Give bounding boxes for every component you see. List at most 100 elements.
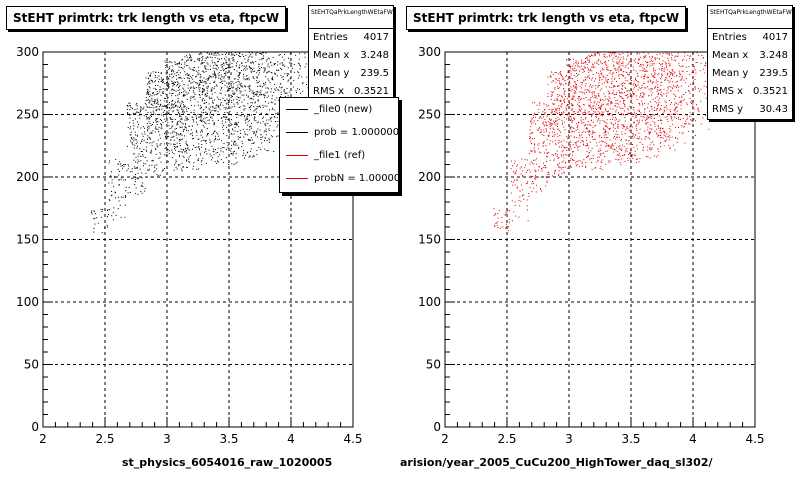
data-point <box>648 132 650 134</box>
data-point <box>585 162 587 163</box>
data-point <box>554 122 555 124</box>
data-point <box>559 146 560 148</box>
data-point <box>618 146 620 148</box>
data-point <box>650 80 652 82</box>
data-point <box>219 154 221 156</box>
data-point <box>701 55 703 56</box>
data-point <box>650 118 652 119</box>
data-point <box>661 73 663 75</box>
data-point <box>683 126 685 128</box>
data-point <box>210 141 212 143</box>
data-point <box>266 140 268 141</box>
data-point <box>194 87 196 89</box>
data-point <box>182 149 184 150</box>
data-point <box>175 159 177 161</box>
data-point <box>241 85 243 87</box>
data-point <box>244 58 246 60</box>
data-point <box>560 74 562 76</box>
data-point <box>106 225 108 226</box>
data-point <box>550 76 551 78</box>
data-point <box>257 90 258 92</box>
data-point <box>149 75 151 77</box>
data-point <box>205 93 207 95</box>
data-point <box>246 75 248 77</box>
data-point <box>533 182 534 184</box>
data-point <box>287 95 289 97</box>
data-point <box>573 128 575 129</box>
data-point <box>606 74 608 76</box>
data-point <box>623 82 625 84</box>
data-point <box>110 175 112 177</box>
data-point <box>205 82 207 84</box>
data-point <box>156 124 158 125</box>
data-point <box>231 90 233 92</box>
data-point <box>114 177 116 179</box>
data-point <box>600 73 602 75</box>
data-point <box>179 138 180 140</box>
data-point <box>509 218 511 220</box>
data-point <box>264 130 266 132</box>
data-point <box>202 62 204 64</box>
data-point <box>179 105 181 107</box>
data-point <box>161 77 162 79</box>
data-point <box>574 118 576 120</box>
data-point <box>558 157 560 159</box>
data-point <box>240 115 242 117</box>
data-point <box>245 54 247 56</box>
data-point <box>680 125 682 127</box>
data-point <box>201 159 203 161</box>
data-point <box>605 151 607 152</box>
data-point <box>289 53 291 55</box>
data-point <box>636 123 638 125</box>
data-point <box>531 191 533 193</box>
data-point <box>600 154 602 156</box>
data-point <box>540 152 542 154</box>
data-point <box>210 116 212 118</box>
data-point <box>577 147 579 149</box>
data-point <box>705 115 707 117</box>
data-point <box>550 120 552 121</box>
data-point <box>650 124 652 126</box>
data-point <box>607 100 609 102</box>
data-point <box>611 78 613 80</box>
data-point <box>615 102 617 104</box>
data-point <box>627 157 629 159</box>
data-point <box>650 149 652 151</box>
data-point <box>129 114 131 116</box>
data-point <box>639 111 640 112</box>
data-point <box>189 57 191 59</box>
data-point <box>599 79 601 81</box>
data-point <box>526 159 528 161</box>
data-point <box>545 145 547 146</box>
data-point <box>136 178 138 180</box>
data-point <box>635 58 637 60</box>
data-point <box>622 82 623 84</box>
data-point <box>240 132 241 134</box>
data-point <box>621 97 623 99</box>
data-point <box>279 63 281 65</box>
data-point <box>571 122 573 124</box>
data-point <box>180 78 182 79</box>
data-point <box>647 61 649 63</box>
data-point <box>496 222 498 224</box>
data-point <box>581 62 583 64</box>
data-point <box>643 56 645 58</box>
data-point <box>154 113 156 115</box>
data-point <box>137 159 139 161</box>
data-point <box>226 149 227 151</box>
data-point <box>660 127 662 129</box>
data-point <box>223 77 225 79</box>
data-point <box>200 130 202 132</box>
data-point <box>652 60 654 62</box>
data-point <box>221 83 223 84</box>
data-point <box>266 91 268 93</box>
data-point <box>572 68 574 70</box>
data-point <box>665 62 667 64</box>
data-point <box>549 132 551 134</box>
data-point <box>159 152 161 154</box>
data-point <box>177 81 179 83</box>
data-point <box>569 89 571 91</box>
data-point <box>646 61 648 63</box>
data-point <box>250 67 252 69</box>
data-point <box>599 112 601 114</box>
